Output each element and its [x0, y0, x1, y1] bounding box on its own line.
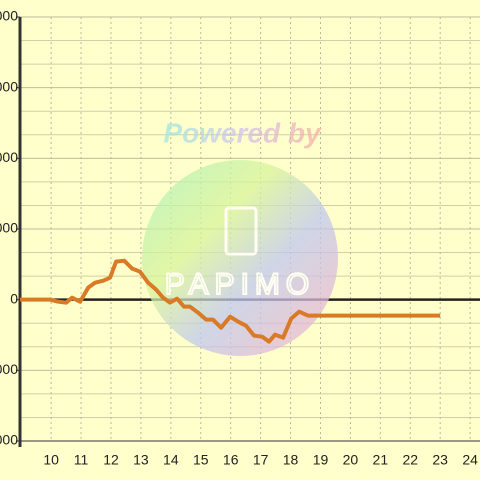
x-tick-label: 19	[313, 452, 329, 468]
y-tick-label: 12,000	[0, 8, 18, 24]
data-line	[20, 258, 441, 344]
plot	[20, 258, 441, 344]
y-tick-label: 0	[10, 290, 18, 306]
x-tick-label: 14	[163, 452, 179, 468]
x-tick-label: 17	[253, 452, 269, 468]
watermark-text: Powered by	[163, 117, 322, 148]
x-tick-label: 11	[74, 452, 89, 468]
x-tick-label: 12	[103, 452, 119, 468]
y-tick-label: 9,000	[0, 78, 18, 94]
y-tick-label: 6,000	[0, 149, 18, 165]
y-tick-label: -3,000	[0, 361, 18, 377]
x-tick-label: 15	[193, 452, 209, 468]
x-tick-label: 23	[432, 452, 448, 468]
y-tick-label: 3,000	[0, 220, 18, 236]
watermark: Powered by PAPIMO	[142, 117, 338, 356]
x-tick-label: 10	[43, 452, 59, 468]
y-tick-label: -6,000	[0, 432, 18, 448]
watermark-circle	[142, 160, 338, 356]
x-tick-label: 20	[343, 452, 359, 468]
x-tick-label: 24	[462, 452, 478, 468]
x-tick-label: 16	[223, 452, 239, 468]
watermark-icon	[224, 206, 258, 256]
x-tick-label: 21	[373, 452, 389, 468]
x-tick-label: 18	[283, 452, 299, 468]
x-tick-label: 13	[133, 452, 149, 468]
x-tick-label: 22	[402, 452, 418, 468]
watermark-logo: PAPIMO	[165, 268, 315, 301]
